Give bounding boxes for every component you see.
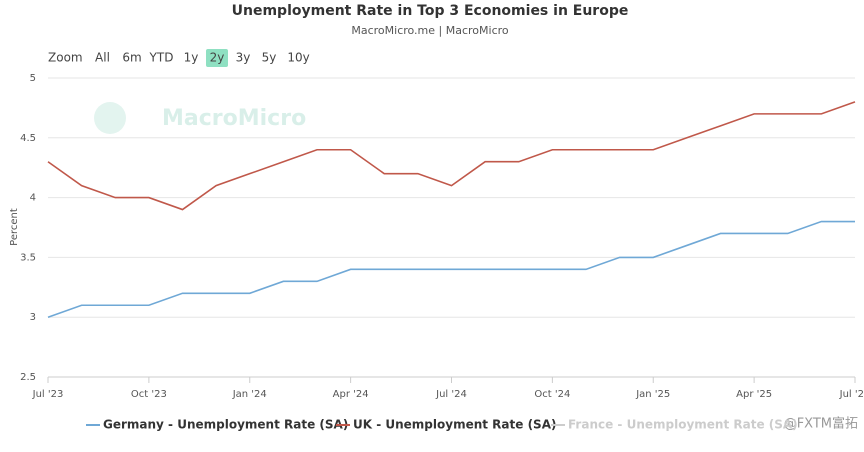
legend-label[interactable]: Germany - Unemployment Rate (SA)	[103, 418, 348, 432]
x-tick-label: Jul '25	[839, 389, 864, 400]
series-line	[47, 101, 856, 211]
y-tick-label: 3.5	[20, 252, 36, 263]
x-tick-label: Jan '25	[635, 389, 670, 400]
range-button[interactable]: 6m	[122, 51, 141, 65]
x-tick-label: Oct '23	[131, 389, 167, 400]
x-tick-label: Jul '24	[435, 389, 467, 400]
y-tick-label: 5	[30, 73, 36, 84]
series-line	[47, 220, 855, 318]
y-tick-label: 2.5	[20, 372, 36, 383]
y-axis-label: Percent	[9, 208, 20, 246]
watermark-logo	[94, 102, 126, 134]
range-button[interactable]: 2y	[210, 51, 225, 65]
zoom-label: Zoom	[48, 51, 83, 65]
x-tick-label: Apr '24	[333, 389, 369, 400]
y-tick-label: 4	[30, 193, 36, 204]
legend-label[interactable]: France - Unemployment Rate (SA)	[568, 418, 798, 432]
range-button[interactable]: All	[95, 51, 110, 65]
corner-watermark: @FXTM富拓	[784, 416, 858, 432]
x-tick-label: Apr '25	[736, 389, 772, 400]
x-tick-label: Oct '24	[534, 389, 570, 400]
chart-subtitle: MacroMicro.me | MacroMicro	[351, 24, 509, 37]
range-button-bg[interactable]	[206, 49, 228, 67]
range-button[interactable]: 5y	[262, 51, 277, 65]
legend-label[interactable]: UK - Unemployment Rate (SA)	[353, 418, 556, 432]
x-tick-label: Jul '23	[32, 389, 64, 400]
range-button[interactable]: 1y	[184, 51, 199, 65]
chart-title: Unemployment Rate in Top 3 Economies in …	[232, 3, 629, 19]
range-button[interactable]: YTD	[149, 51, 174, 65]
range-button[interactable]: 10y	[287, 51, 309, 65]
y-tick-label: 3	[30, 312, 36, 323]
x-tick-label: Jan '24	[232, 389, 267, 400]
range-button[interactable]: 3y	[236, 51, 251, 65]
watermark: MacroMicro	[162, 106, 306, 131]
y-tick-label: 4.5	[20, 133, 36, 144]
